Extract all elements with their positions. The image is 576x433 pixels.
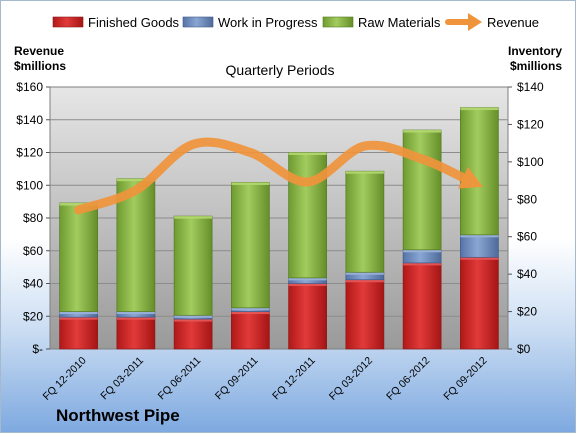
- right-axis-ticks: $0 $20 $40 $60 $80 $100 $120 $140: [508, 80, 544, 356]
- bar-work-in-progress-cap: [116, 311, 155, 315]
- bar-work-in-progress-cap: [231, 307, 270, 311]
- bar-work-in-progress-cap: [288, 277, 327, 281]
- x-tick-label: FQ 12-2010: [41, 355, 89, 403]
- right-tick-label: $60: [517, 230, 537, 244]
- right-tick-label: $40: [517, 267, 537, 281]
- right-tick-label: $20: [517, 305, 537, 319]
- bar-finished-goods: [288, 283, 327, 350]
- left-tick-label: $80: [23, 211, 43, 225]
- legend-label-raw-materials: Raw Materials: [358, 15, 441, 30]
- left-tick-label: $140: [16, 113, 43, 127]
- x-tick-label: FQ 12-2011: [270, 355, 318, 403]
- x-tick-label: FQ 09-2011: [213, 355, 261, 403]
- revenue-line: [74, 137, 484, 215]
- left-tick-label: $60: [23, 244, 43, 258]
- right-tick-label: $100: [517, 155, 544, 169]
- x-tick-label: FQ 03-2012: [327, 355, 375, 403]
- bars: [59, 107, 499, 350]
- bar-raw-materials-cap: [288, 152, 327, 155]
- bar-finished-goods-cap: [116, 317, 155, 320]
- bar-finished-goods: [345, 279, 385, 350]
- legend-label-work-in-progress: Work in Progress: [218, 15, 318, 30]
- bar-raw-materials-cap: [460, 107, 499, 111]
- legend-label-finished-goods: Finished Goods: [88, 15, 180, 30]
- bar-raw-materials-cap: [116, 178, 155, 182]
- bar-finished-goods-cap: [59, 317, 98, 320]
- bar-finished-goods-cap: [174, 319, 213, 322]
- legend-label-revenue: Revenue: [487, 15, 539, 30]
- bar-finished-goods: [402, 262, 442, 350]
- legend-swatch-revenue: [445, 13, 482, 31]
- bar-finished-goods: [231, 311, 270, 350]
- bar-work-in-progress-cap: [174, 315, 213, 318]
- bar-finished-goods-cap: [460, 257, 499, 260]
- bar-raw-materials: [345, 170, 385, 273]
- bar-finished-goods-cap: [403, 262, 442, 266]
- bar-work-in-progress-cap: [460, 234, 499, 238]
- revenue-line-path: [74, 137, 470, 215]
- right-tick-label: $120: [517, 117, 544, 131]
- bar-raw-materials-cap: [345, 171, 384, 174]
- bar-finished-goods: [116, 316, 156, 350]
- bar-raw-materials-cap: [59, 203, 98, 206]
- x-axis-ticks: FQ 12-2010 FQ 03-2011 FQ 06-2011 FQ 09-2011…: [41, 355, 490, 403]
- bar-work-in-progress-cap: [403, 249, 442, 253]
- legend-swatch-work-in-progress: [182, 16, 214, 28]
- legend: Finished Goods Work in Progress Raw Mate…: [52, 13, 539, 31]
- right-axis-title-line1: Inventory: [508, 44, 562, 58]
- bar-raw-materials: [173, 215, 213, 316]
- bar-raw-materials-cap: [231, 182, 270, 185]
- right-tick-label: $140: [517, 80, 544, 94]
- bar-raw-materials: [59, 202, 98, 312]
- bar-finished-goods-cap: [345, 279, 384, 283]
- left-tick-label: $160: [16, 80, 43, 94]
- left-axis-title-line1: Revenue: [14, 44, 64, 58]
- left-tick-label: $40: [23, 277, 43, 291]
- bar-finished-goods: [460, 256, 499, 350]
- left-tick-label: $-: [32, 342, 43, 356]
- bar-raw-materials: [231, 182, 270, 309]
- bar-raw-materials: [288, 152, 327, 279]
- revenue-arrowhead: [458, 166, 484, 189]
- right-tick-label: $0: [517, 342, 531, 356]
- bar-finished-goods-cap: [231, 311, 270, 315]
- x-tick-label: FQ 09-2012: [441, 355, 489, 403]
- bar-work-in-progress-cap: [345, 272, 384, 275]
- left-axis-title-line2: $millions: [14, 59, 66, 73]
- bar-raw-materials: [402, 129, 442, 251]
- bar-raw-materials-cap: [403, 130, 442, 133]
- left-tick-label: $20: [23, 309, 43, 323]
- x-tick-label: FQ 06-2011: [156, 355, 204, 403]
- bar-finished-goods: [173, 318, 213, 350]
- right-axis-title-line2: $millions: [510, 59, 562, 73]
- x-tick-label: FQ 06-2012: [384, 355, 432, 403]
- bar-work-in-progress: [460, 234, 499, 258]
- bar-raw-materials-cap: [174, 216, 213, 219]
- bar-finished-goods-cap: [288, 283, 327, 286]
- bar-finished-goods: [59, 316, 98, 350]
- left-tick-label: $120: [16, 146, 43, 160]
- company-name: Northwest Pipe: [56, 406, 180, 425]
- legend-swatch-finished-goods: [52, 16, 84, 28]
- right-tick-label: $80: [517, 192, 537, 206]
- x-tick-label: FQ 03-2011: [98, 355, 146, 403]
- left-tick-label: $100: [16, 178, 43, 192]
- bar-work-in-progress-cap: [59, 311, 98, 315]
- chart-title: Quarterly Periods: [226, 62, 335, 78]
- legend-swatch-raw-materials: [322, 16, 354, 28]
- left-axis-ticks: $- $20 $40 $60 $80 $100 $120 $140 $160: [16, 80, 50, 356]
